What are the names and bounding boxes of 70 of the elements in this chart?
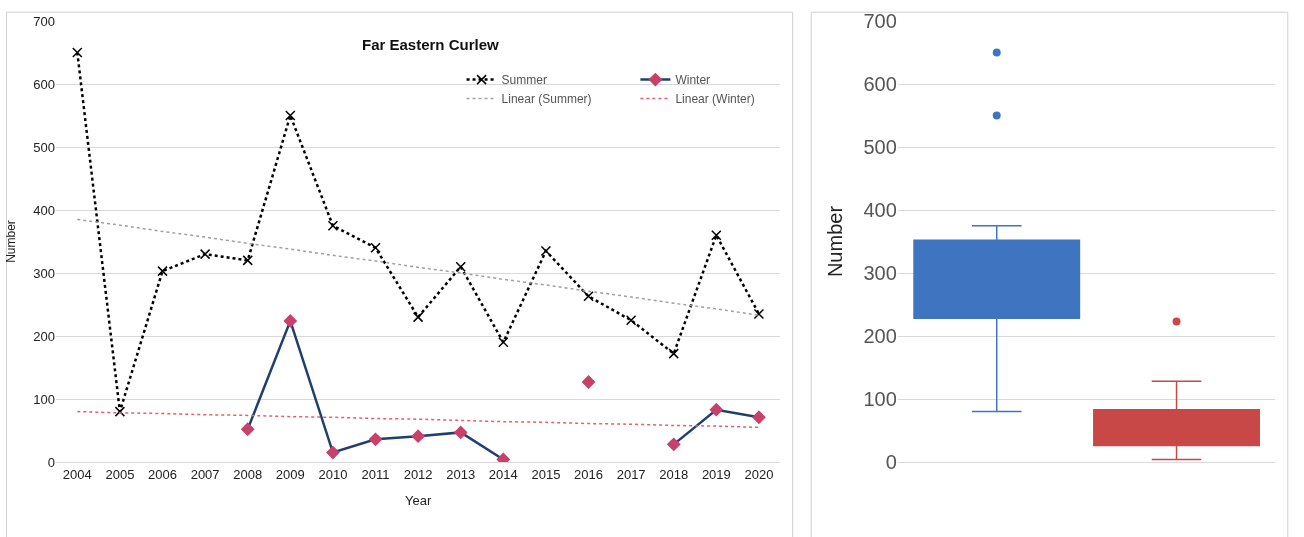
x-tick-label: 2016	[574, 466, 603, 482]
x-tick-label: 2017	[616, 466, 646, 482]
point	[283, 314, 297, 328]
x-tick-label: 2012	[403, 466, 433, 482]
x-tick-label: 2018	[659, 466, 689, 482]
point	[668, 348, 679, 359]
x-tick-label: 2013	[446, 466, 476, 482]
y-tick-label: 300	[863, 262, 897, 284]
x-tick-label: 2007	[190, 466, 220, 482]
point	[581, 375, 596, 389]
x-tick-label: 2010	[318, 466, 348, 482]
x-tick-label: 2009	[275, 466, 305, 482]
point	[157, 265, 168, 277]
y-tick-label: 400	[863, 199, 897, 221]
y-tick-label: 100	[33, 391, 55, 407]
x-tick-label: 2019	[701, 466, 731, 482]
point	[327, 220, 339, 231]
point	[667, 437, 681, 451]
x-tick-label: 2005	[105, 466, 135, 482]
y-tick-label: 200	[33, 328, 55, 344]
y-tick-label: 400	[33, 202, 55, 218]
y-tick-label: 600	[33, 76, 55, 92]
point	[583, 291, 594, 302]
y-tick-label: 200	[863, 325, 897, 347]
point	[114, 406, 126, 417]
text: Far Eastern Curlew	[362, 36, 500, 53]
point	[242, 255, 253, 266]
y-axis-title: Number	[823, 205, 846, 278]
y-tick-label: 300	[33, 265, 55, 281]
point	[326, 445, 340, 460]
y-tick-label: 0	[885, 451, 897, 473]
line-series	[76, 218, 760, 316]
y-tick-label: 700	[863, 10, 897, 32]
legend-label: Linear (Winter)	[675, 92, 755, 107]
point	[498, 337, 509, 348]
point	[625, 315, 637, 326]
point	[711, 229, 722, 241]
legend-label: Winter	[675, 73, 711, 88]
legend-label: Linear (Summer)	[501, 92, 592, 107]
point	[199, 248, 211, 260]
x-tick-label: 2004	[62, 466, 92, 482]
point	[454, 425, 468, 439]
x-tick-label: 2011	[361, 466, 390, 482]
y-tick-label: 500	[33, 139, 55, 155]
point	[72, 47, 83, 58]
point	[540, 245, 552, 257]
point	[709, 403, 723, 417]
y-axis-title: Number	[3, 220, 18, 263]
point	[241, 422, 255, 436]
x-tick-label: 2015	[531, 466, 561, 482]
y-tick-label: 100	[863, 388, 897, 410]
x-axis-title: Year	[404, 493, 432, 509]
y-tick-label: 500	[863, 136, 897, 158]
point	[753, 308, 765, 320]
y-tick-label: 600	[863, 73, 897, 95]
x-tick-label: 2006	[148, 466, 177, 482]
point	[412, 311, 424, 323]
point	[285, 110, 296, 121]
point	[368, 432, 383, 446]
point	[752, 410, 766, 424]
x-tick-label: 2020	[744, 466, 774, 482]
point	[370, 242, 381, 254]
legend-label: Summer	[501, 73, 547, 88]
y-tick-label: 0	[47, 454, 55, 470]
x-tick-label: 2008	[233, 466, 263, 482]
line-series	[76, 410, 760, 429]
point	[455, 261, 466, 272]
point	[411, 429, 425, 443]
x-tick-label: 2014	[488, 466, 518, 482]
y-tick-label: 700	[33, 13, 55, 29]
